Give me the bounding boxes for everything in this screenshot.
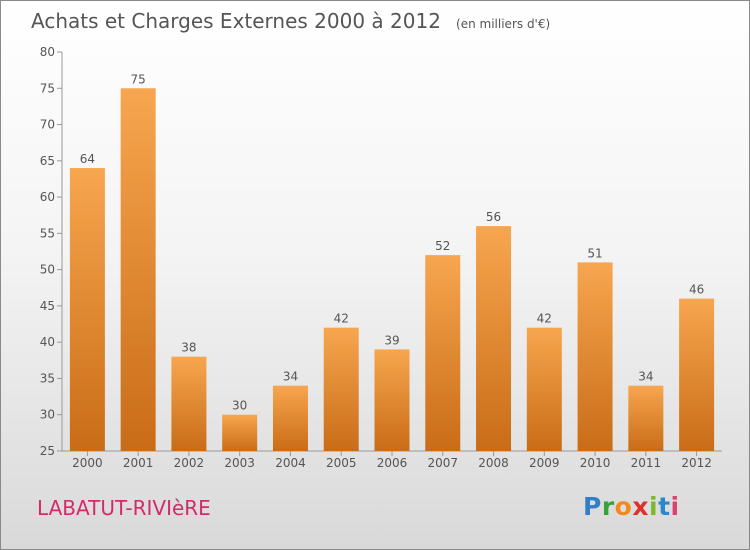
- data-label: 56: [486, 210, 501, 224]
- brand-letter: i: [649, 492, 659, 521]
- chart-title-text: Achats et Charges Externes 2000 à 2012: [31, 9, 441, 33]
- bar: [628, 385, 664, 451]
- y-tick-label: 35: [40, 371, 55, 385]
- data-label: 51: [587, 246, 602, 260]
- chart-unit: (en milliers d'€): [456, 17, 551, 31]
- bar: [323, 327, 359, 451]
- x-tick-label: 2004: [275, 456, 306, 470]
- data-label: 42: [537, 312, 552, 326]
- x-tick-label: 2001: [123, 456, 154, 470]
- y-tick-label: 80: [40, 45, 55, 59]
- brand-logo: Proxiti: [583, 492, 680, 521]
- brand-letter: t: [658, 492, 671, 521]
- data-label: 34: [638, 370, 653, 384]
- bar: [679, 298, 715, 451]
- bar: [577, 262, 613, 451]
- brand-letter: r: [601, 492, 615, 521]
- chart-title: Achats et Charges Externes 2000 à 2012 (…: [31, 9, 550, 33]
- y-tick-label: 25: [40, 444, 55, 458]
- x-tick-label: 2007: [427, 456, 458, 470]
- data-label: 52: [435, 239, 450, 253]
- data-label: 42: [334, 312, 349, 326]
- brand-letter: x: [632, 492, 649, 521]
- bar: [476, 226, 512, 451]
- bar: [425, 255, 461, 451]
- x-tick-label: 2000: [72, 456, 103, 470]
- bar: [272, 385, 308, 451]
- bar: [120, 88, 156, 451]
- data-label: 34: [283, 370, 298, 384]
- commune-name: LABATUT-RIVIèRE: [37, 496, 211, 520]
- y-tick-label: 70: [40, 118, 55, 132]
- x-tick-label: 2008: [478, 456, 509, 470]
- data-label: 46: [689, 283, 704, 297]
- x-tick-label: 2003: [224, 456, 255, 470]
- y-tick-label: 30: [40, 408, 55, 422]
- y-tick-label: 50: [40, 263, 55, 277]
- data-label: 39: [384, 333, 399, 347]
- x-tick-label: 2006: [377, 456, 408, 470]
- brand-letter: P: [583, 492, 602, 521]
- brand-letter: o: [614, 492, 633, 521]
- data-label: 64: [80, 152, 95, 166]
- brand-letter: i: [670, 492, 680, 521]
- x-tick-label: 2009: [529, 456, 560, 470]
- y-tick-label: 45: [40, 299, 55, 313]
- data-label: 38: [181, 341, 196, 355]
- bar: [171, 356, 207, 451]
- y-tick-label: 40: [40, 335, 55, 349]
- y-tick-label: 60: [40, 190, 55, 204]
- bar: [526, 327, 562, 451]
- bar: [374, 349, 410, 451]
- bar: [222, 414, 258, 451]
- y-tick-label: 65: [40, 154, 55, 168]
- bar: [69, 168, 105, 451]
- x-tick-label: 2012: [681, 456, 712, 470]
- x-tick-label: 2002: [174, 456, 205, 470]
- data-label: 75: [131, 72, 146, 86]
- x-tick-label: 2005: [326, 456, 357, 470]
- x-tick-label: 2010: [580, 456, 611, 470]
- y-tick-label: 55: [40, 226, 55, 240]
- x-tick-label: 2011: [631, 456, 662, 470]
- y-tick-label: 75: [40, 81, 55, 95]
- data-label: 30: [232, 399, 247, 413]
